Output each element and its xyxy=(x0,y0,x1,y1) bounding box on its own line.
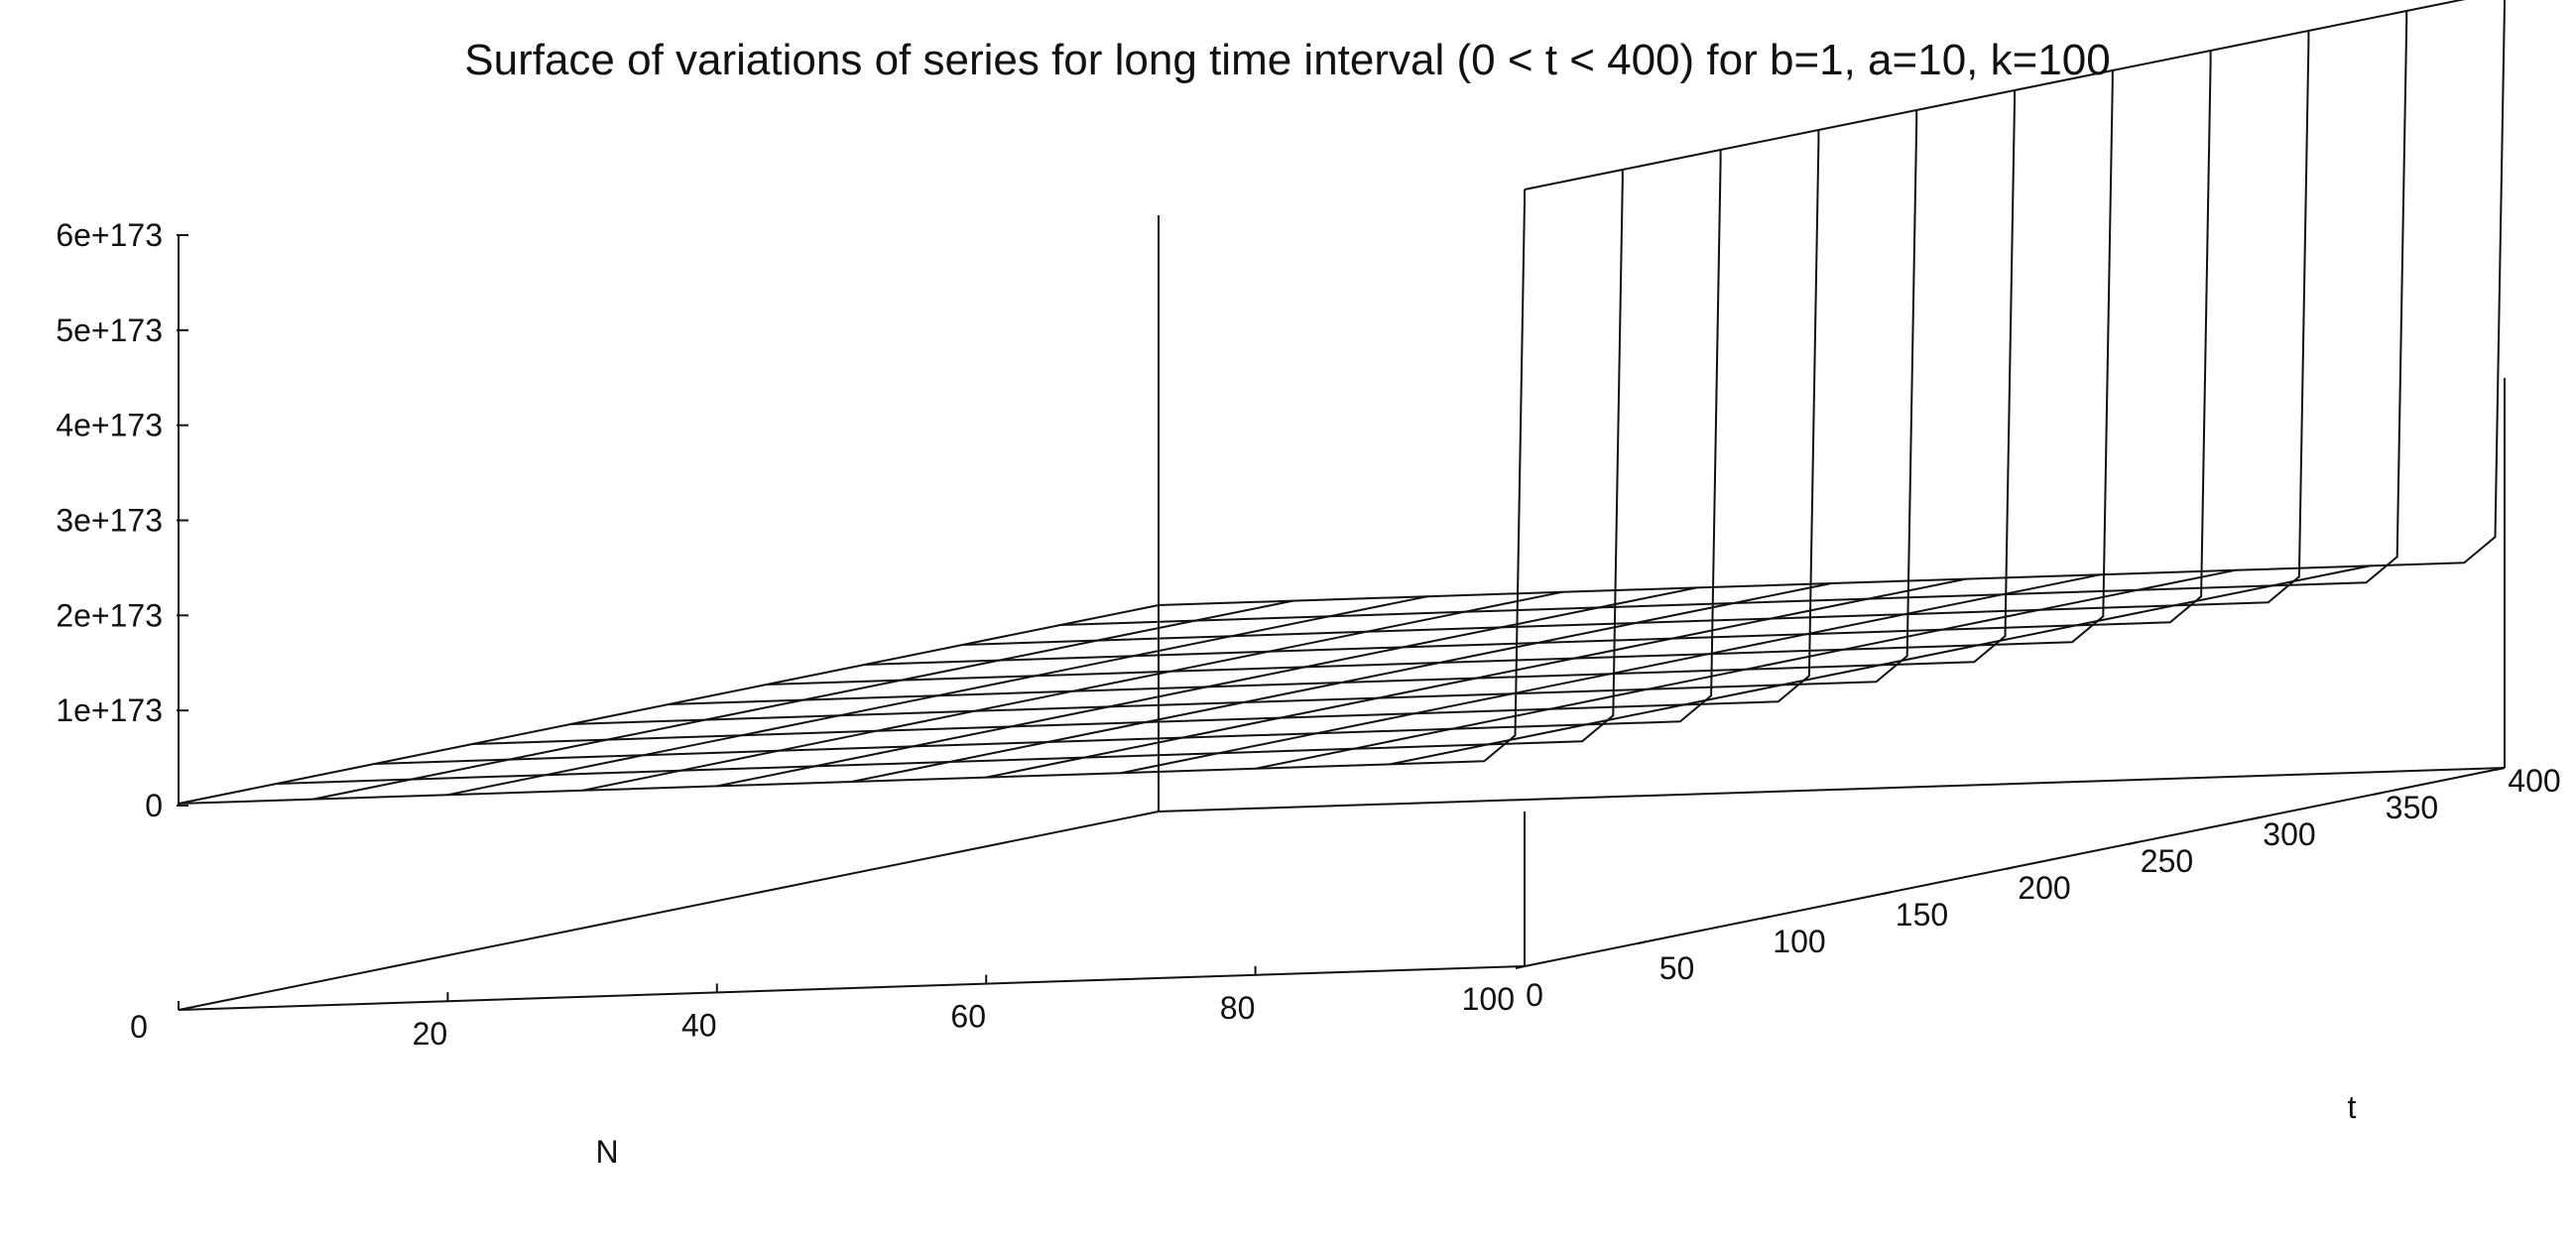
y-tick-mark xyxy=(1883,891,1893,895)
surface-line-t xyxy=(864,51,2212,666)
z-tick-label: 4e+173 xyxy=(56,408,163,443)
surface-line-t xyxy=(570,110,1918,725)
surface-line-n xyxy=(851,582,1832,783)
z-tick-label: 2e+173 xyxy=(56,597,163,633)
surface-line-t xyxy=(276,170,1624,785)
x-tick-label: 40 xyxy=(681,1007,717,1043)
surface-line-n xyxy=(1524,0,2466,190)
y-tick-mark xyxy=(2250,816,2261,820)
surface-line-t xyxy=(1158,0,2506,606)
surface-line-t xyxy=(766,70,2114,686)
z-tick-label: 5e+173 xyxy=(56,312,163,348)
surface-line-n xyxy=(178,604,1160,805)
back-base-edge xyxy=(1158,767,2506,812)
y-tick-label: 250 xyxy=(2141,843,2193,879)
surface-line-n xyxy=(716,586,1697,788)
y-tick-mark xyxy=(2005,866,2016,870)
surface-line-t xyxy=(178,189,1526,805)
y-tick-label: 300 xyxy=(2263,816,2315,852)
chart-title: Surface of variations of series for long… xyxy=(464,36,2110,84)
y-tick-mark xyxy=(2373,792,2383,796)
y-tick-label: 350 xyxy=(2386,790,2438,825)
y-tick-label: 0 xyxy=(1526,977,1543,1013)
z-tick-label: 1e+173 xyxy=(56,692,163,728)
surface-line-t xyxy=(472,130,1820,745)
y-tick-label: 400 xyxy=(2508,763,2560,799)
x-tick-label: 60 xyxy=(950,999,986,1035)
surface-line-n xyxy=(1120,573,2102,775)
z-tick-label: 6e+173 xyxy=(56,217,163,253)
y-tick-mark xyxy=(1638,940,1648,944)
z-tick-label: 0 xyxy=(145,788,163,823)
surface-line-n xyxy=(447,595,1428,797)
x-tick-label: 20 xyxy=(413,1016,448,1052)
y-tick-label: 100 xyxy=(1773,924,1825,959)
surface-line-t xyxy=(668,90,2016,705)
surface-line-n xyxy=(1255,568,2236,770)
y-axis-label: t xyxy=(2348,1089,2357,1125)
y-tick-mark xyxy=(2495,767,2506,771)
y-tick-label: 150 xyxy=(1896,897,1948,933)
y-tick-label: 200 xyxy=(2018,870,2070,906)
x-tick-label: 0 xyxy=(130,1009,148,1045)
surface-line-n xyxy=(986,577,1967,779)
axis-box xyxy=(178,215,2506,1011)
surface-line-t xyxy=(374,150,1722,765)
y-tick-mark xyxy=(1760,916,1771,920)
y-tick-mark xyxy=(2128,841,2138,845)
x-tick-label: 80 xyxy=(1220,990,1256,1026)
surface-line-n xyxy=(581,590,1563,792)
axis-ticks: 0 1e+173 2e+173 3e+173 4e+173 5e+173 6e+173 0 20… xyxy=(56,217,2560,1052)
surface-mesh xyxy=(178,0,2506,805)
x-tick-label: 100 xyxy=(1462,981,1515,1017)
surface-line-t xyxy=(962,31,2310,646)
surface-line-n xyxy=(1390,564,2371,766)
y-tick-label: 50 xyxy=(1659,950,1695,986)
x-axis-label: N xyxy=(595,1134,618,1170)
x-axis-line xyxy=(178,965,1526,1011)
y-tick-mark xyxy=(1515,965,1526,969)
back-left-base-edge xyxy=(178,811,1160,1011)
surface-line-t xyxy=(1060,11,2408,626)
z-tick-label: 3e+173 xyxy=(56,503,163,539)
surface-line-n xyxy=(312,599,1293,801)
